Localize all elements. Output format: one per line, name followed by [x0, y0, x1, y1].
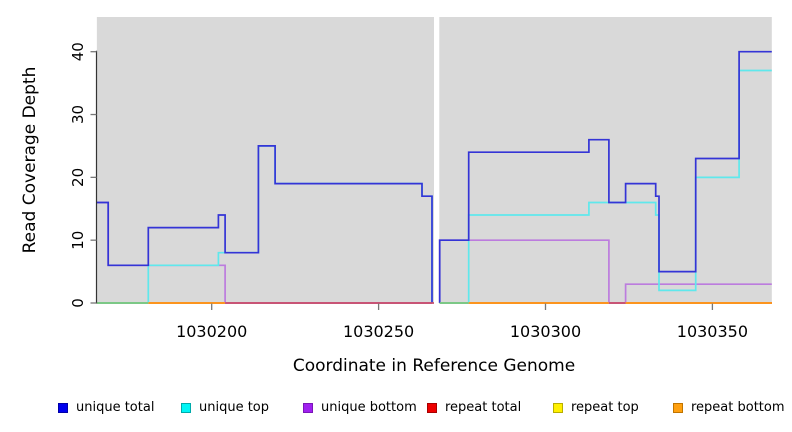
legend-item-repeat-bottom: repeat bottom [673, 400, 785, 416]
y-tick-label: 40 [69, 42, 87, 61]
legend-label-repeat-top: repeat top [571, 400, 639, 415]
legend-item-unique-bottom: unique bottom [303, 400, 417, 416]
series-unique-total-line [438, 50, 772, 303]
x-tick-label: 1030350 [677, 322, 748, 341]
legend-label-repeat-bottom: repeat bottom [691, 400, 785, 415]
y-tick-label: 10 [69, 231, 87, 250]
legend-label-repeat-total: repeat total [445, 400, 522, 415]
legend-swatch-repeat-bottom [673, 403, 683, 413]
x-tick-label: 1030250 [343, 322, 414, 341]
series-unique-top-line [439, 69, 772, 304]
legend-swatch-repeat-top [553, 403, 563, 413]
x-tick-label: 1030300 [510, 322, 581, 341]
legend-label-unique-top: unique top [199, 400, 270, 415]
legend-swatch-unique-top [181, 403, 191, 413]
legend-label-unique-total: unique total [76, 400, 155, 415]
legend-item-unique-top: unique top [181, 400, 269, 416]
missing-data-gap [434, 16, 440, 304]
legend-swatch-repeat-total [427, 403, 437, 413]
legend-label-unique-bottom: unique bottom [321, 400, 417, 415]
legend-swatch-unique-total [58, 403, 68, 413]
legend-item-unique-total: unique total [58, 400, 154, 416]
y-axis-label: Read Coverage Depth [20, 66, 40, 254]
series-unique-total-line [96, 145, 433, 303]
x-axis-label: Coordinate in Reference Genome [292, 356, 576, 376]
legend-swatch-unique-bottom [303, 403, 313, 413]
legend-item-repeat-total: repeat total [427, 400, 521, 416]
y-tick-label: 20 [69, 168, 87, 187]
x-tick-label: 1030200 [176, 322, 247, 341]
legend-item-repeat-top: repeat top [553, 400, 639, 416]
y-tick-label: 0 [69, 298, 87, 308]
y-tick-label: 30 [69, 105, 87, 124]
